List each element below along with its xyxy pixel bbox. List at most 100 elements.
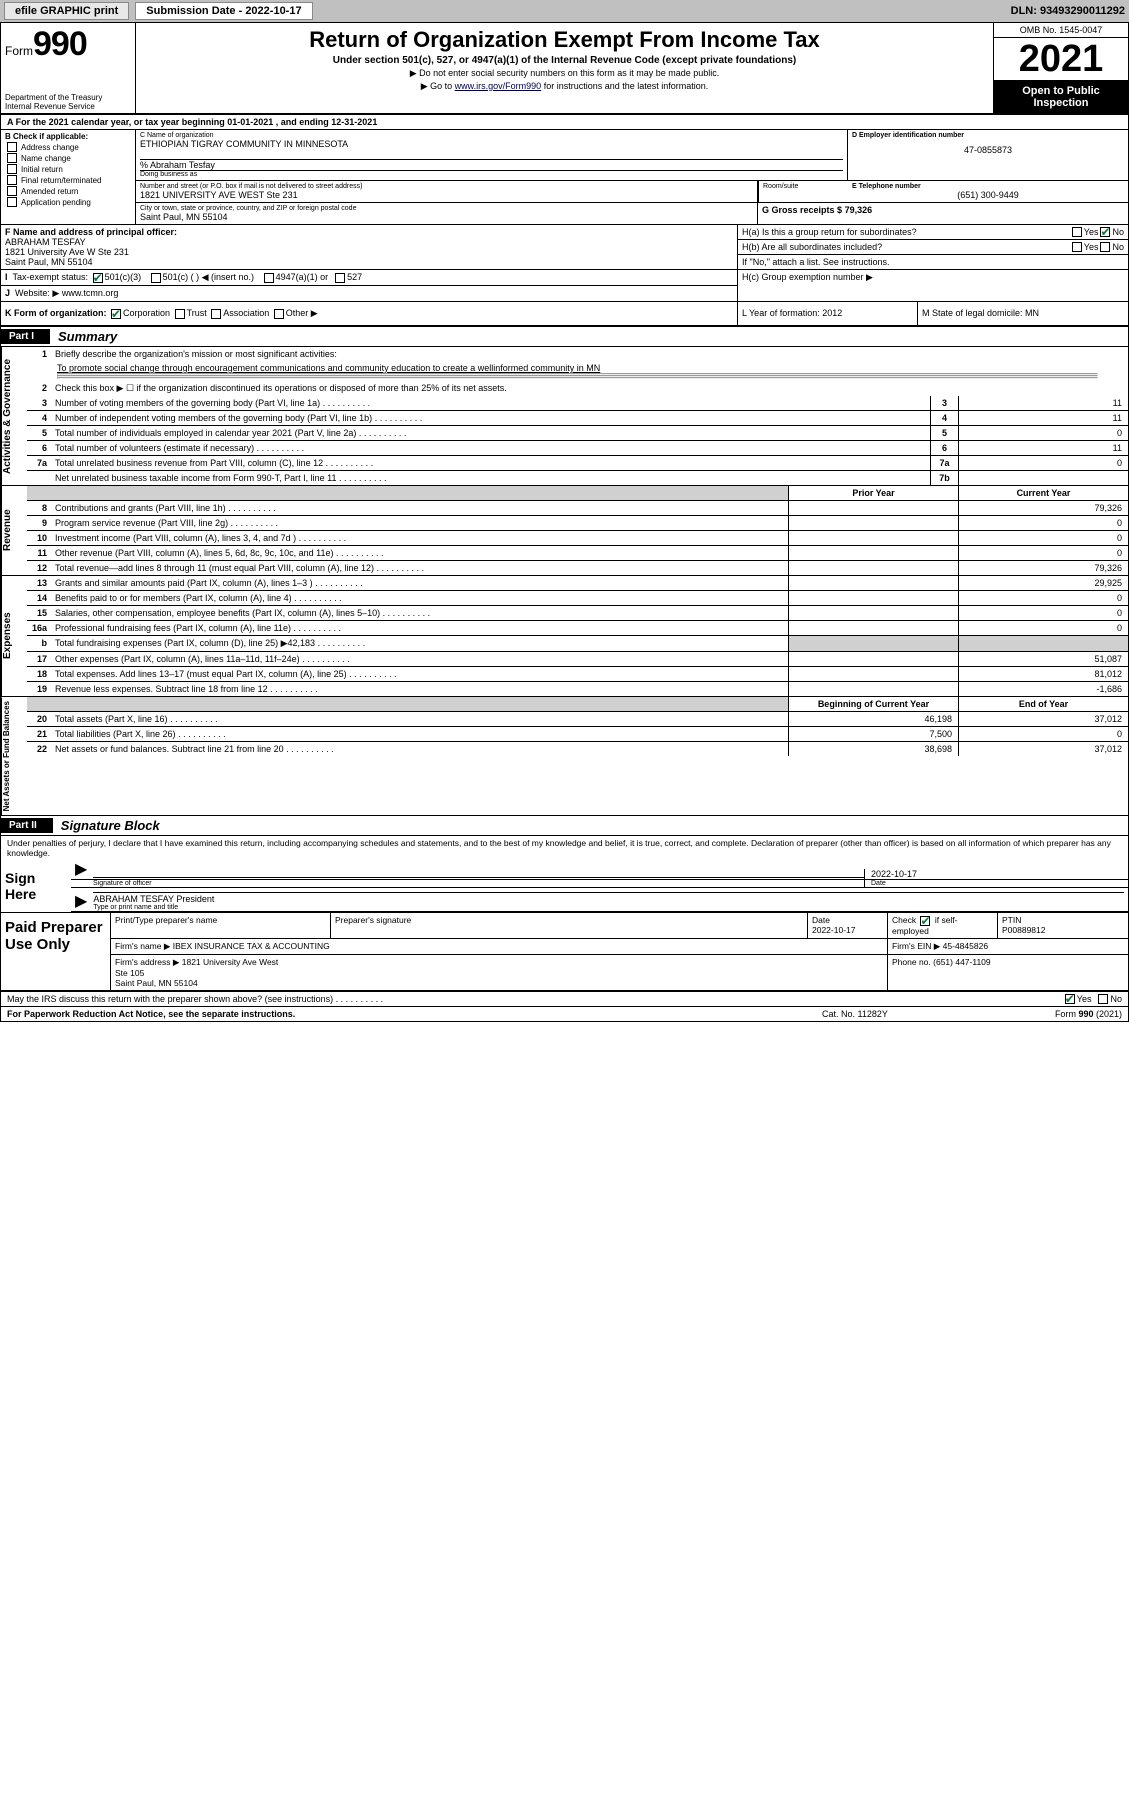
form-number: 990 — [33, 25, 87, 63]
arrow-ssn: ▶ Do not enter social security numbers o… — [142, 68, 987, 79]
side-rev: Revenue — [1, 486, 27, 575]
form-label: Form — [5, 44, 33, 58]
cb-assoc[interactable] — [211, 309, 221, 319]
cb-corp[interactable] — [111, 309, 121, 319]
open-inspection: Open to Public Inspection — [994, 81, 1128, 113]
j-website: J Website: ▶ www.tcmn.org — [1, 286, 737, 301]
line-10: 10Investment income (Part VIII, column (… — [27, 531, 1128, 546]
cb-501c[interactable] — [151, 273, 161, 283]
cb-may-yes[interactable] — [1065, 994, 1075, 1004]
ein-value: 47-0855873 — [852, 145, 1124, 155]
cb-501c3[interactable] — [93, 273, 103, 283]
sign-here-block: Sign Here ▶ 2022-10-17 Signature of offi… — [1, 860, 1128, 913]
submission-date: Submission Date - 2022-10-17 — [135, 2, 312, 20]
e-label: E Telephone number — [852, 183, 1124, 190]
street-address: 1821 UNIVERSITY AVE WEST Ste 231 — [140, 190, 753, 200]
side-na: Net Assets or Fund Balances — [1, 697, 27, 815]
paid-label: Paid Preparer Use Only — [1, 913, 111, 990]
line-11: 11Other revenue (Part VIII, column (A), … — [27, 546, 1128, 561]
addr-label: Number and street (or P.O. box if mail i… — [140, 183, 753, 190]
col-fij: F Name and address of principal officer:… — [1, 225, 738, 301]
row-fhij: F Name and address of principal officer:… — [1, 225, 1128, 302]
d-label: D Employer identification number — [852, 132, 1124, 139]
cb-527[interactable] — [335, 273, 345, 283]
part2-header: Part II Signature Block — [1, 816, 1128, 836]
line-16a: 16aProfessional fundraising fees (Part I… — [27, 621, 1128, 636]
prep-ptin: PTINP00889812 — [998, 913, 1128, 938]
cb-app-pending[interactable] — [7, 197, 17, 207]
ha-row: H(a) Is this a group return for subordin… — [738, 225, 1128, 240]
form-header: Form990 Department of the Treasury Inter… — [1, 23, 1128, 115]
mission-text: To promote social change through encoura… — [27, 361, 1128, 381]
sig-date-label: Date — [864, 880, 1124, 887]
cb-address-change[interactable] — [7, 142, 17, 152]
part1-header: Part I Summary — [1, 327, 1128, 347]
efile-print-btn[interactable]: efile GRAPHIC print — [4, 2, 129, 20]
side-exp: Expenses — [1, 576, 27, 696]
may-discuss-row: May the IRS discuss this return with the… — [1, 992, 1128, 1007]
cb-final-return[interactable] — [7, 175, 17, 185]
line-20: 20Total assets (Part X, line 16)46,19837… — [27, 712, 1128, 727]
part1-badge: Part I — [1, 329, 50, 344]
sig-date: 2022-10-17 — [864, 869, 1124, 879]
org-name: ETHIOPIAN TIGRAY COMMUNITY IN MINNESOTA — [140, 139, 843, 149]
m-state: M State of legal domicile: MN — [918, 302, 1128, 325]
line-12: 12Total revenue—add lines 8 through 11 (… — [27, 561, 1128, 575]
city-label: City or town, state or province, country… — [140, 205, 753, 212]
l-year: L Year of formation: 2012 — [738, 302, 918, 325]
c-name-label: C Name of organization — [140, 132, 843, 139]
line-7a: 7aTotal unrelated business revenue from … — [27, 456, 1128, 471]
city-value: Saint Paul, MN 55104 — [140, 212, 753, 222]
l1-label: Briefly describe the organization's miss… — [51, 347, 1128, 361]
firm-address: Firm's address ▶ 1821 University Ave Wes… — [111, 955, 888, 990]
line-15: 15Salaries, other compensation, employee… — [27, 606, 1128, 621]
i-tax-status: I Tax-exempt status: 501(c)(3) 501(c) ( … — [1, 270, 737, 286]
hc-row: H(c) Group exemption number ▶ — [738, 270, 1128, 285]
line-b: bTotal fundraising expenses (Part IX, co… — [27, 636, 1128, 652]
tax-year: 2021 — [994, 38, 1128, 81]
hb-row: H(b) Are all subordinates included? Yes … — [738, 240, 1128, 255]
cb-hb-yes[interactable] — [1072, 242, 1082, 252]
l2-text: Check this box ▶ ☐ if the organization d… — [51, 381, 1128, 396]
cb-trust[interactable] — [175, 309, 185, 319]
rev-col-hdr: Prior Year Current Year — [27, 486, 1128, 501]
side-ag: Activities & Governance — [1, 347, 27, 485]
cb-selfemp[interactable] — [920, 916, 930, 926]
cb-ha-no[interactable] — [1100, 227, 1110, 237]
line-13: 13Grants and similar amounts paid (Part … — [27, 576, 1128, 591]
cb-initial-return[interactable] — [7, 164, 17, 174]
part2-badge: Part II — [1, 818, 53, 833]
sign-here-label: Sign Here — [1, 860, 71, 912]
row-c-name: C Name of organization ETHIOPIAN TIGRAY … — [136, 130, 1128, 181]
cb-other[interactable] — [274, 309, 284, 319]
section-na: Net Assets or Fund Balances Beginning of… — [1, 697, 1128, 816]
section-ag: Activities & Governance 1Briefly describ… — [1, 347, 1128, 486]
k-form-org: K Form of organization: Corporation Trus… — [1, 302, 738, 325]
irs-link[interactable]: www.irs.gov/Form990 — [455, 81, 542, 91]
cb-name-change[interactable] — [7, 153, 17, 163]
careof: % Abraham Tesfay — [140, 159, 843, 170]
section-exp: Expenses 13Grants and similar amounts pa… — [1, 576, 1128, 697]
perjury-declaration: Under penalties of perjury, I declare th… — [1, 836, 1128, 860]
dln: DLN: 93493290011292 — [1011, 5, 1125, 17]
firm-phone: Phone no. (651) 447-1109 — [888, 955, 1128, 990]
block-bcd: B Check if applicable: Address change Na… — [1, 130, 1128, 225]
f-officer: F Name and address of principal officer:… — [1, 225, 737, 270]
form-page: Form990 Department of the Treasury Inter… — [0, 22, 1129, 1022]
row-a-taxyear: A For the 2021 calendar year, or tax yea… — [1, 115, 1128, 130]
cb-hb-no[interactable] — [1100, 242, 1110, 252]
cb-4947[interactable] — [264, 273, 274, 283]
firm-name: Firm's name ▶ IBEX INSURANCE TAX & ACCOU… — [111, 939, 888, 954]
cb-amended[interactable] — [7, 186, 17, 196]
page-footer: For Paperwork Reduction Act Notice, see … — [1, 1007, 1128, 1021]
col-b-checkboxes: B Check if applicable: Address change Na… — [1, 130, 136, 224]
g-label: G Gross receipts $ 79,326 — [762, 205, 1124, 215]
cb-ha-yes[interactable] — [1072, 227, 1082, 237]
dept-treasury: Department of the Treasury Internal Reve… — [5, 93, 131, 111]
row-klm: K Form of organization: Corporation Trus… — [1, 302, 1128, 327]
officer-name: ABRAHAM TESFAY PresidentType or print na… — [93, 892, 1124, 911]
cb-may-no[interactable] — [1098, 994, 1108, 1004]
header-right: OMB No. 1545-0047 2021 Open to Public In… — [993, 23, 1128, 113]
b-label: B Check if applicable: — [5, 132, 131, 141]
line-: Net unrelated business taxable income fr… — [27, 471, 1128, 485]
